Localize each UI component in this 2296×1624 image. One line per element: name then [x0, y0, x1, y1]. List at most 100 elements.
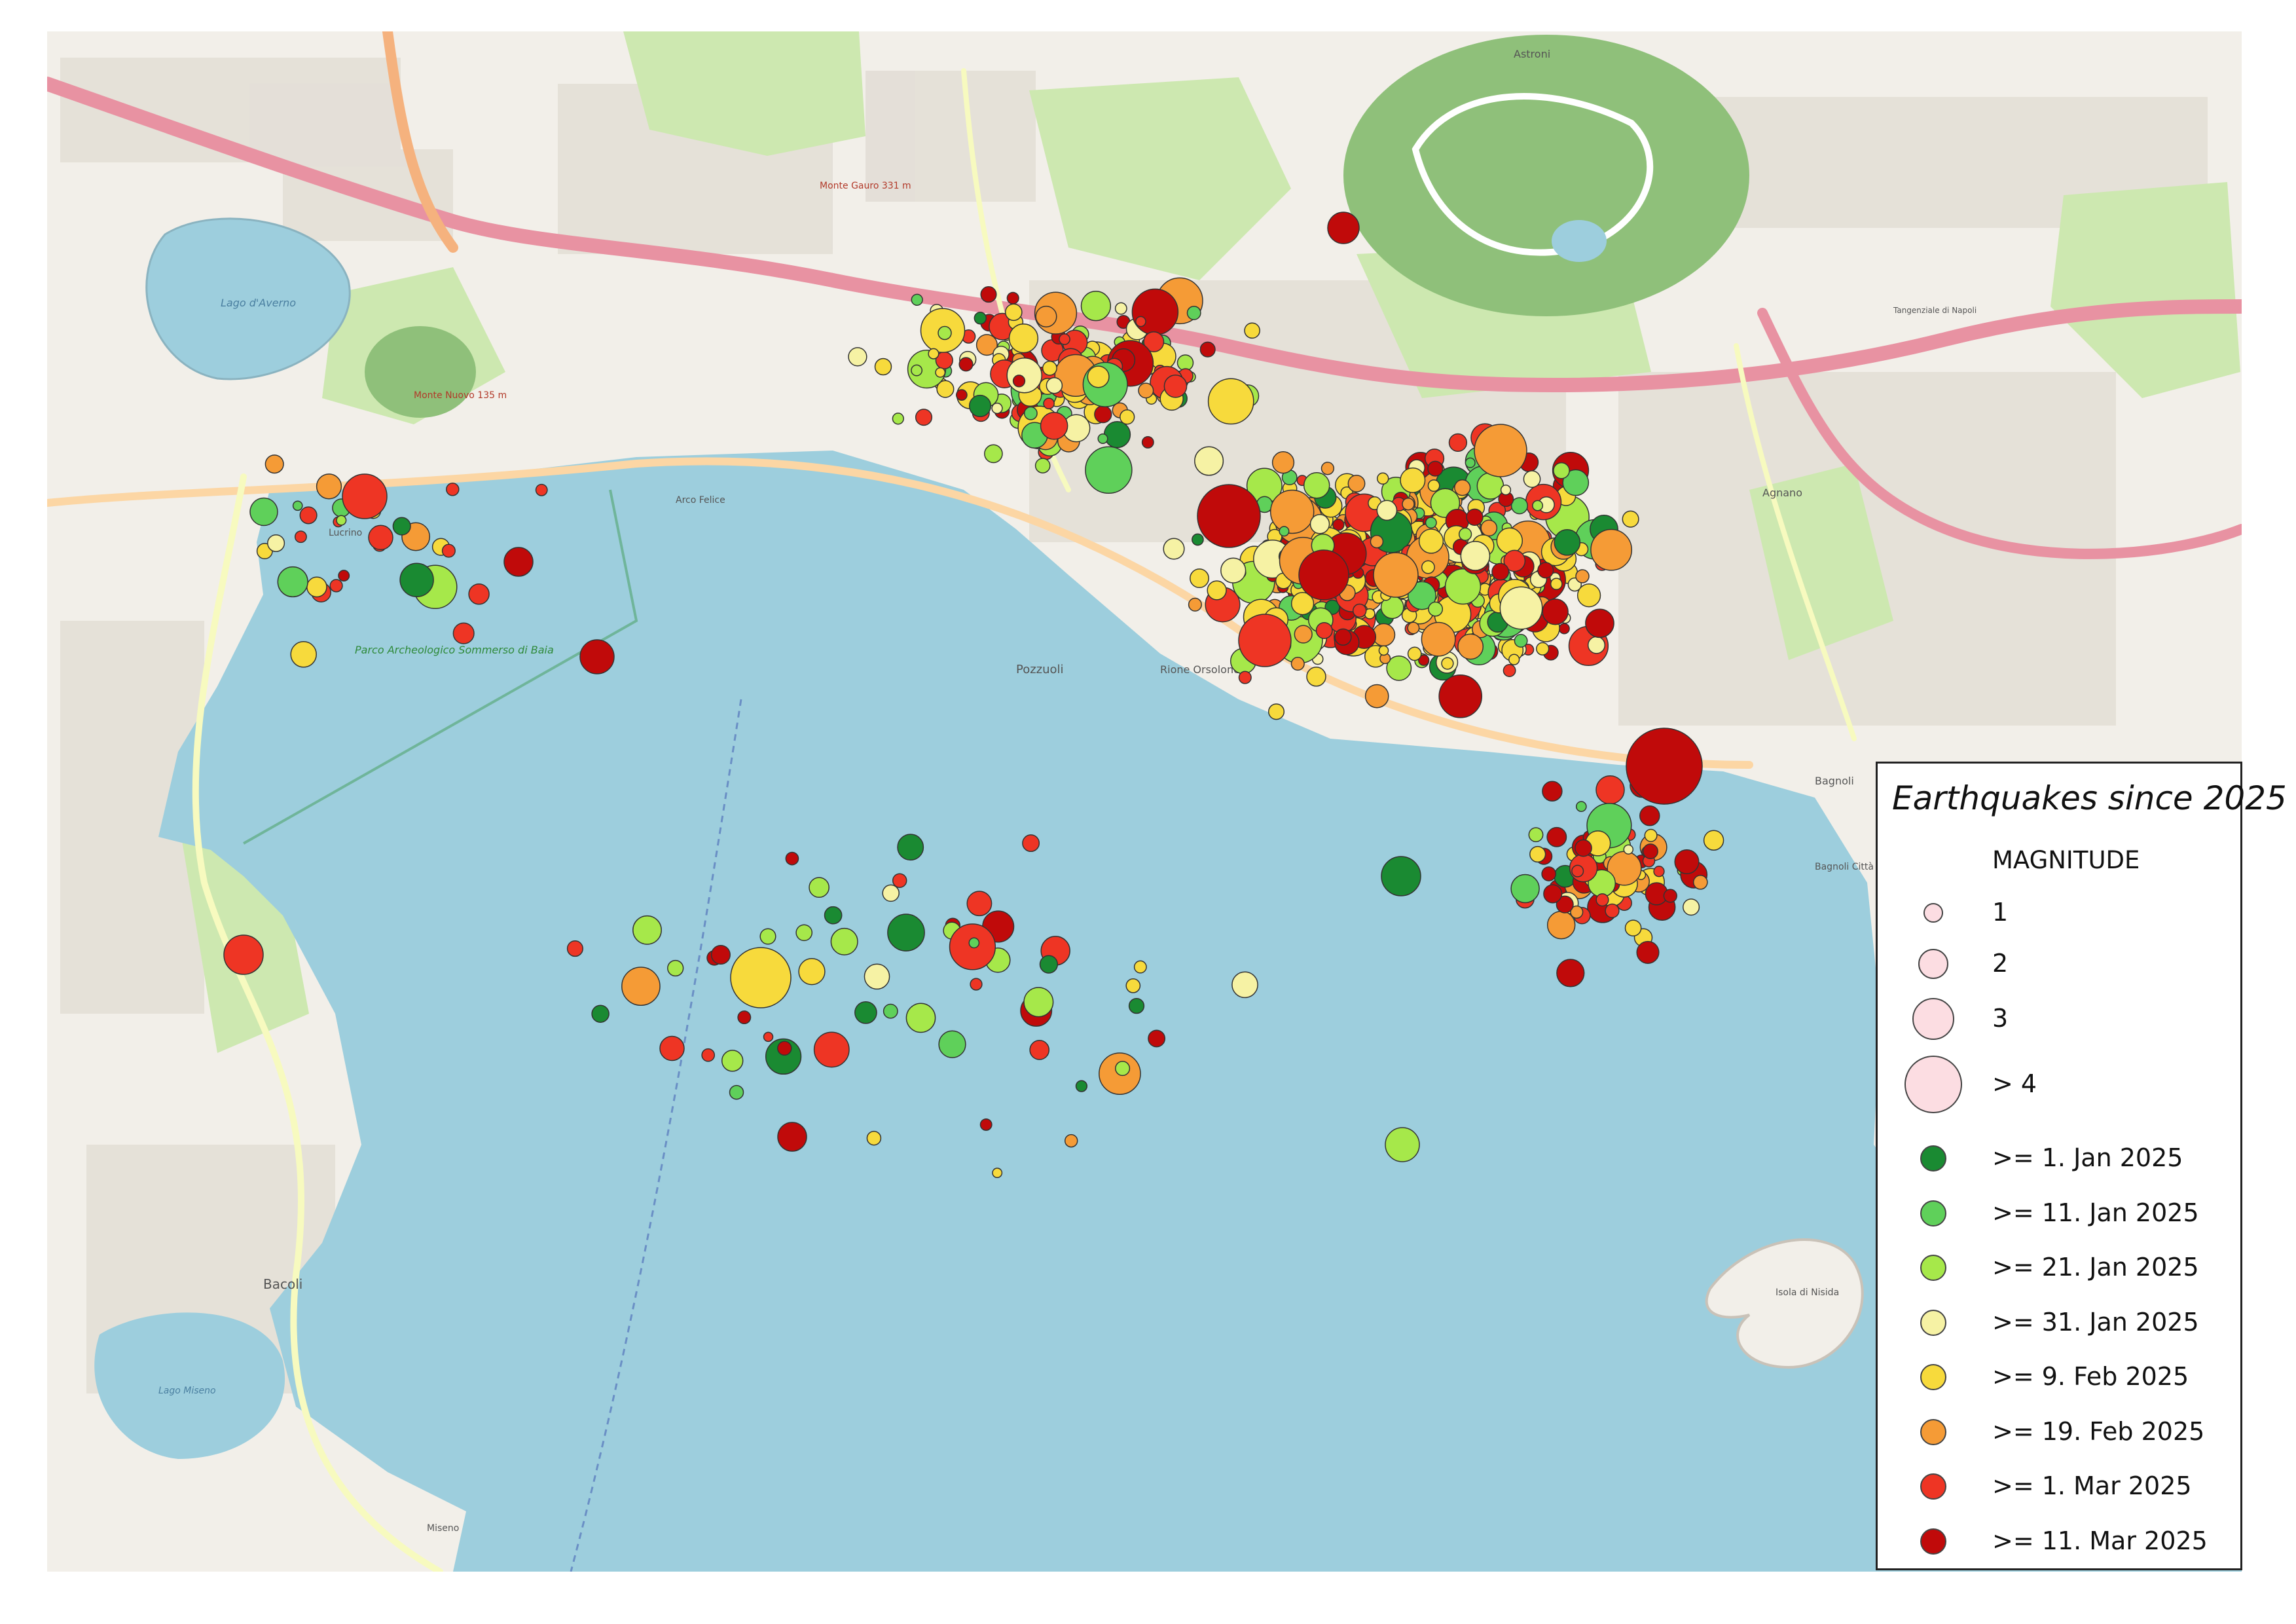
earthquake-marker[interactable] — [765, 1038, 802, 1075]
earthquake-marker[interactable] — [1523, 470, 1541, 488]
earthquake-marker[interactable] — [936, 380, 955, 398]
earthquake-marker[interactable] — [1553, 462, 1570, 479]
earthquake-marker[interactable] — [1085, 446, 1133, 494]
earthquake-marker[interactable] — [956, 389, 968, 401]
earthquake-marker[interactable] — [1279, 526, 1290, 537]
earthquake-marker[interactable] — [1023, 987, 1054, 1018]
earthquake-marker[interactable] — [1298, 549, 1349, 600]
earthquake-marker[interactable] — [938, 1030, 966, 1058]
earthquake-marker[interactable] — [316, 473, 342, 500]
earthquake-marker[interactable] — [1428, 601, 1444, 617]
earthquake-marker[interactable] — [1128, 997, 1145, 1014]
earthquake-marker[interactable] — [892, 873, 907, 888]
earthquake-marker[interactable] — [1039, 955, 1059, 974]
earthquake-marker[interactable] — [277, 566, 308, 598]
earthquake-marker[interactable] — [1042, 360, 1057, 376]
earthquake-marker[interactable] — [1542, 781, 1563, 802]
earthquake-marker[interactable] — [294, 530, 307, 544]
earthquake-marker[interactable] — [1114, 302, 1127, 315]
earthquake-marker[interactable] — [1438, 674, 1483, 718]
earthquake-marker[interactable] — [1703, 830, 1724, 851]
earthquake-marker[interactable] — [1125, 978, 1141, 993]
earthquake-marker[interactable] — [1674, 849, 1700, 875]
earthquake-marker[interactable] — [759, 928, 776, 945]
earthquake-marker[interactable] — [883, 1003, 898, 1019]
earthquake-marker[interactable] — [1238, 614, 1292, 667]
earthquake-marker[interactable] — [1040, 411, 1068, 440]
earthquake-marker[interactable] — [1080, 291, 1112, 322]
earthquake-marker[interactable] — [1321, 462, 1335, 475]
earthquake-marker[interactable] — [1474, 424, 1527, 477]
earthquake-marker[interactable] — [1643, 843, 1658, 860]
earthquake-marker[interactable] — [632, 915, 662, 945]
earthquake-marker[interactable] — [1407, 646, 1422, 661]
earthquake-marker[interactable] — [1465, 457, 1476, 468]
earthquake-marker[interactable] — [1309, 514, 1330, 534]
earthquake-marker[interactable] — [1496, 527, 1523, 555]
earthquake-marker[interactable] — [1352, 603, 1367, 618]
earthquake-marker[interactable] — [915, 409, 933, 426]
earthquake-marker[interactable] — [813, 1031, 850, 1068]
earthquake-marker[interactable] — [1543, 884, 1563, 904]
earthquake-marker[interactable] — [290, 641, 317, 668]
earthquake-marker[interactable] — [1186, 305, 1201, 320]
earthquake-marker[interactable] — [1407, 581, 1436, 610]
earthquake-marker[interactable] — [1626, 728, 1703, 805]
earthquake-marker[interactable] — [928, 348, 939, 360]
earthquake-marker[interactable] — [1267, 703, 1285, 720]
earthquake-marker[interactable] — [452, 622, 475, 644]
earthquake-marker[interactable] — [864, 963, 890, 990]
earthquake-marker[interactable] — [1542, 598, 1569, 625]
earthquake-marker[interactable] — [1570, 905, 1584, 919]
earthquake-marker[interactable] — [1402, 497, 1415, 511]
earthquake-marker[interactable] — [1327, 212, 1360, 244]
earthquake-marker[interactable] — [1554, 528, 1581, 556]
earthquake-marker[interactable] — [1448, 433, 1468, 452]
earthquake-marker[interactable] — [446, 483, 460, 496]
earthquake-marker[interactable] — [991, 402, 1003, 415]
earthquake-marker[interactable] — [1546, 826, 1567, 847]
earthquake-marker[interactable] — [1605, 903, 1620, 919]
earthquake-marker[interactable] — [911, 293, 923, 306]
earthquake-marker[interactable] — [329, 579, 343, 593]
earthquake-marker[interactable] — [338, 570, 350, 582]
earthquake-marker[interactable] — [1373, 552, 1419, 598]
earthquake-marker[interactable] — [1639, 805, 1660, 826]
earthquake-marker[interactable] — [777, 1122, 807, 1152]
earthquake-marker[interactable] — [935, 367, 946, 378]
earthquake-marker[interactable] — [710, 944, 731, 965]
earthquake-marker[interactable] — [1441, 657, 1454, 670]
earthquake-marker[interactable] — [1043, 397, 1055, 410]
earthquake-marker[interactable] — [1035, 305, 1057, 327]
earthquake-marker[interactable] — [729, 1084, 744, 1100]
earthquake-marker[interactable] — [968, 394, 992, 417]
earthquake-marker[interactable] — [887, 913, 925, 951]
earthquake-marker[interactable] — [1623, 844, 1634, 855]
earthquake-marker[interactable] — [368, 525, 393, 551]
earthquake-marker[interactable] — [866, 1130, 882, 1146]
earthquake-marker[interactable] — [1207, 378, 1254, 425]
earthquake-marker[interactable] — [1120, 409, 1135, 425]
earthquake-marker[interactable] — [1575, 839, 1592, 857]
earthquake-marker[interactable] — [1571, 864, 1584, 877]
earthquake-marker[interactable] — [1231, 971, 1258, 999]
earthquake-marker[interactable] — [249, 497, 278, 526]
earthquake-marker[interactable] — [342, 473, 388, 519]
earthquake-marker[interactable] — [1006, 357, 1042, 394]
earthquake-marker[interactable] — [830, 927, 858, 955]
earthquake-marker[interactable] — [958, 357, 974, 372]
earthquake-marker[interactable] — [1500, 485, 1512, 496]
earthquake-marker[interactable] — [730, 947, 792, 1008]
earthquake-marker[interactable] — [763, 1031, 774, 1043]
earthquake-marker[interactable] — [905, 1003, 936, 1033]
earthquake-marker[interactable] — [1407, 621, 1420, 635]
earthquake-marker[interactable] — [1663, 889, 1677, 903]
earthquake-marker[interactable] — [1238, 671, 1252, 684]
earthquake-marker[interactable] — [1220, 557, 1247, 583]
earthquake-marker[interactable] — [1499, 586, 1543, 630]
earthquake-marker[interactable] — [1510, 497, 1528, 515]
earthquake-marker[interactable] — [1585, 608, 1614, 638]
earthquake-marker[interactable] — [1188, 597, 1202, 612]
earthquake-marker[interactable] — [306, 576, 327, 598]
earthquake-marker[interactable] — [1064, 1134, 1078, 1148]
